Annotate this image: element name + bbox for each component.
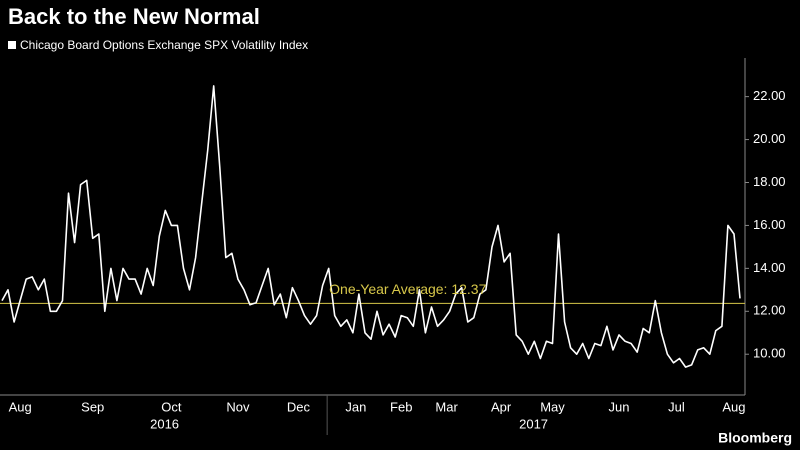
x-tick-label: Dec xyxy=(287,399,311,414)
y-tick-label: 10.00 xyxy=(753,346,786,361)
x-tick-label: Aug xyxy=(722,399,745,414)
year-label: 2017 xyxy=(519,416,548,431)
source-logo: Bloomberg xyxy=(718,430,792,446)
x-tick-label: Sep xyxy=(81,399,104,414)
x-tick-label: Nov xyxy=(226,399,250,414)
y-tick-label: 16.00 xyxy=(753,217,786,232)
x-tick-label: May xyxy=(540,399,565,414)
x-tick-label: Aug xyxy=(9,399,32,414)
x-tick-label: Jan xyxy=(345,399,366,414)
y-tick-label: 22.00 xyxy=(753,88,786,103)
reference-label: One-Year Average: 12.37 xyxy=(329,281,486,297)
x-tick-label: Oct xyxy=(161,399,182,414)
chart-title: Back to the New Normal xyxy=(8,4,260,29)
y-tick-label: 18.00 xyxy=(753,174,786,189)
x-tick-label: Feb xyxy=(390,399,412,414)
x-tick-label: Mar xyxy=(435,399,458,414)
year-label: 2016 xyxy=(150,416,179,431)
legend-swatch xyxy=(8,41,16,49)
y-tick-label: 14.00 xyxy=(753,260,786,275)
x-tick-label: Jun xyxy=(609,399,630,414)
series-line xyxy=(1,85,741,368)
legend-label: Chicago Board Options Exchange SPX Volat… xyxy=(20,38,308,52)
y-tick-label: 12.00 xyxy=(753,303,786,318)
x-tick-label: Jul xyxy=(668,399,685,414)
y-tick-label: 20.00 xyxy=(753,131,786,146)
x-tick-label: Apr xyxy=(491,399,512,414)
